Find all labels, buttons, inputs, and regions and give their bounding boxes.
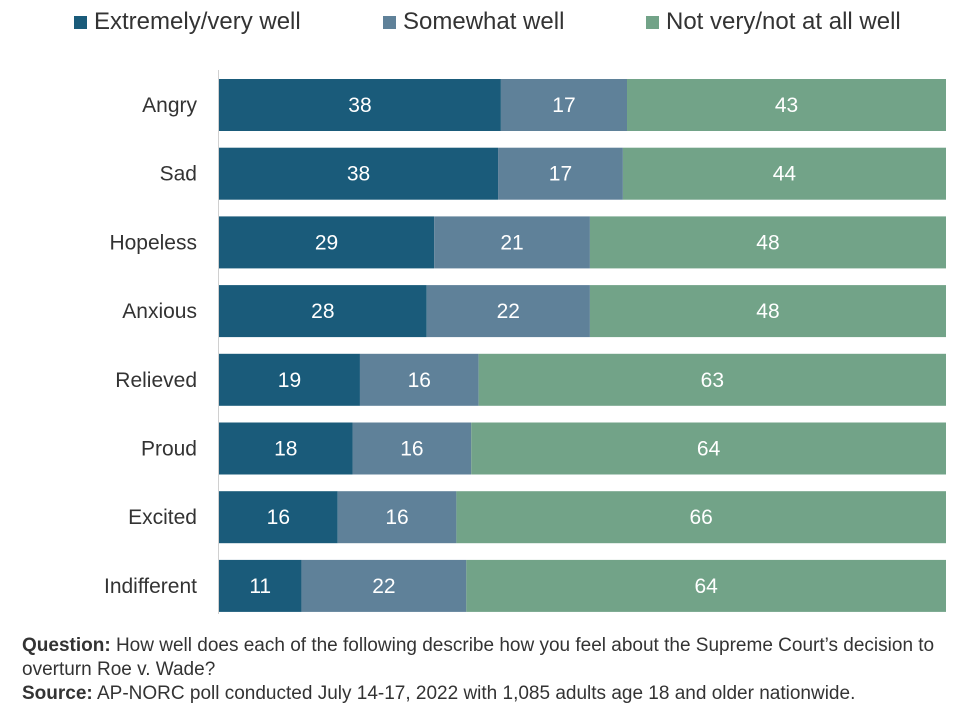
data-label: 63 [701, 369, 724, 392]
bar-segment [622, 147, 946, 200]
data-label: 16 [385, 506, 408, 529]
bar-segment [456, 491, 946, 544]
legend-item-not-very-well: Not very/not at all well [646, 8, 901, 36]
legend-swatch [74, 15, 87, 29]
bar-segment [301, 559, 467, 612]
bar-segment [337, 491, 457, 544]
legend-item-extremely-very-well: Extremely/very well [74, 8, 301, 36]
question-label: Question: [22, 635, 111, 656]
bar-segment [478, 353, 946, 406]
legend-label: Not very/not at all well [666, 8, 901, 35]
bar-segment [219, 491, 338, 544]
question-note: Question: How well does each of the foll… [22, 634, 967, 682]
legend-label: Somewhat well [403, 8, 565, 35]
question-text: How well does each of the following desc… [22, 635, 935, 680]
data-label: 16 [400, 438, 423, 461]
legend-item-somewhat-well: Somewhat well [383, 8, 564, 36]
category-label: Sad [160, 163, 197, 186]
chart-notes: Question: How well does each of the foll… [22, 634, 967, 706]
data-label: 38 [347, 163, 370, 186]
data-label: 43 [775, 94, 798, 117]
data-label: 28 [311, 300, 334, 323]
data-label: 44 [773, 163, 797, 186]
data-label: 22 [497, 300, 520, 323]
category-label: Relieved [115, 369, 197, 392]
data-label: 19 [278, 369, 301, 392]
bar-segment [589, 285, 946, 338]
data-label: 18 [274, 438, 297, 461]
data-label: 64 [694, 575, 718, 598]
data-label: 21 [500, 231, 523, 254]
chart-legend: Extremely/very well Somewhat well Not ve… [0, 8, 980, 42]
bar-segment [434, 216, 590, 269]
bar-segment [219, 559, 302, 612]
category-label: Indifferent [104, 575, 197, 598]
data-label: 48 [756, 300, 779, 323]
data-label: 22 [372, 575, 395, 598]
bar-segment [471, 422, 946, 475]
data-label: 66 [690, 506, 713, 529]
source-label: Source: [22, 683, 93, 704]
data-label: 17 [549, 163, 572, 186]
category-label: Proud [141, 438, 197, 461]
bar-segment [219, 285, 427, 338]
legend-swatch [383, 15, 396, 29]
data-label: 64 [697, 438, 721, 461]
bar-segment [219, 353, 360, 406]
data-label: 29 [315, 231, 338, 254]
category-label: Angry [142, 94, 197, 117]
bar-segment [466, 559, 946, 612]
source-text: AP-NORC poll conducted July 14-17, 2022 … [92, 683, 856, 704]
legend-swatch [646, 15, 659, 29]
data-label: 16 [267, 506, 290, 529]
data-label: 17 [552, 94, 575, 117]
bar-segment [219, 147, 499, 200]
bar-segment [627, 79, 946, 131]
bar-segment [426, 285, 590, 338]
bar-segment [219, 79, 501, 131]
category-label: Anxious [122, 300, 197, 323]
bar-segment [589, 216, 946, 269]
data-label: 48 [756, 231, 779, 254]
category-label: Excited [128, 506, 197, 529]
bar-segment [219, 216, 435, 269]
bar-segment [359, 353, 479, 406]
source-note: Source: AP-NORC poll conducted July 14-1… [22, 682, 967, 706]
stacked-bar-chart: Angry 38 17 43 Sad 38 17 44 Hopeless 29 21 48 Anxiou… [104, 70, 946, 614]
bar-segment [498, 147, 623, 200]
data-label: 16 [408, 369, 431, 392]
category-label: Hopeless [109, 231, 197, 254]
data-label: 38 [348, 94, 371, 117]
data-label: 11 [249, 575, 271, 598]
bar-segment [352, 422, 472, 475]
bar-segment [219, 422, 353, 475]
legend-label: Extremely/very well [94, 8, 301, 35]
bar-segment [500, 79, 628, 131]
